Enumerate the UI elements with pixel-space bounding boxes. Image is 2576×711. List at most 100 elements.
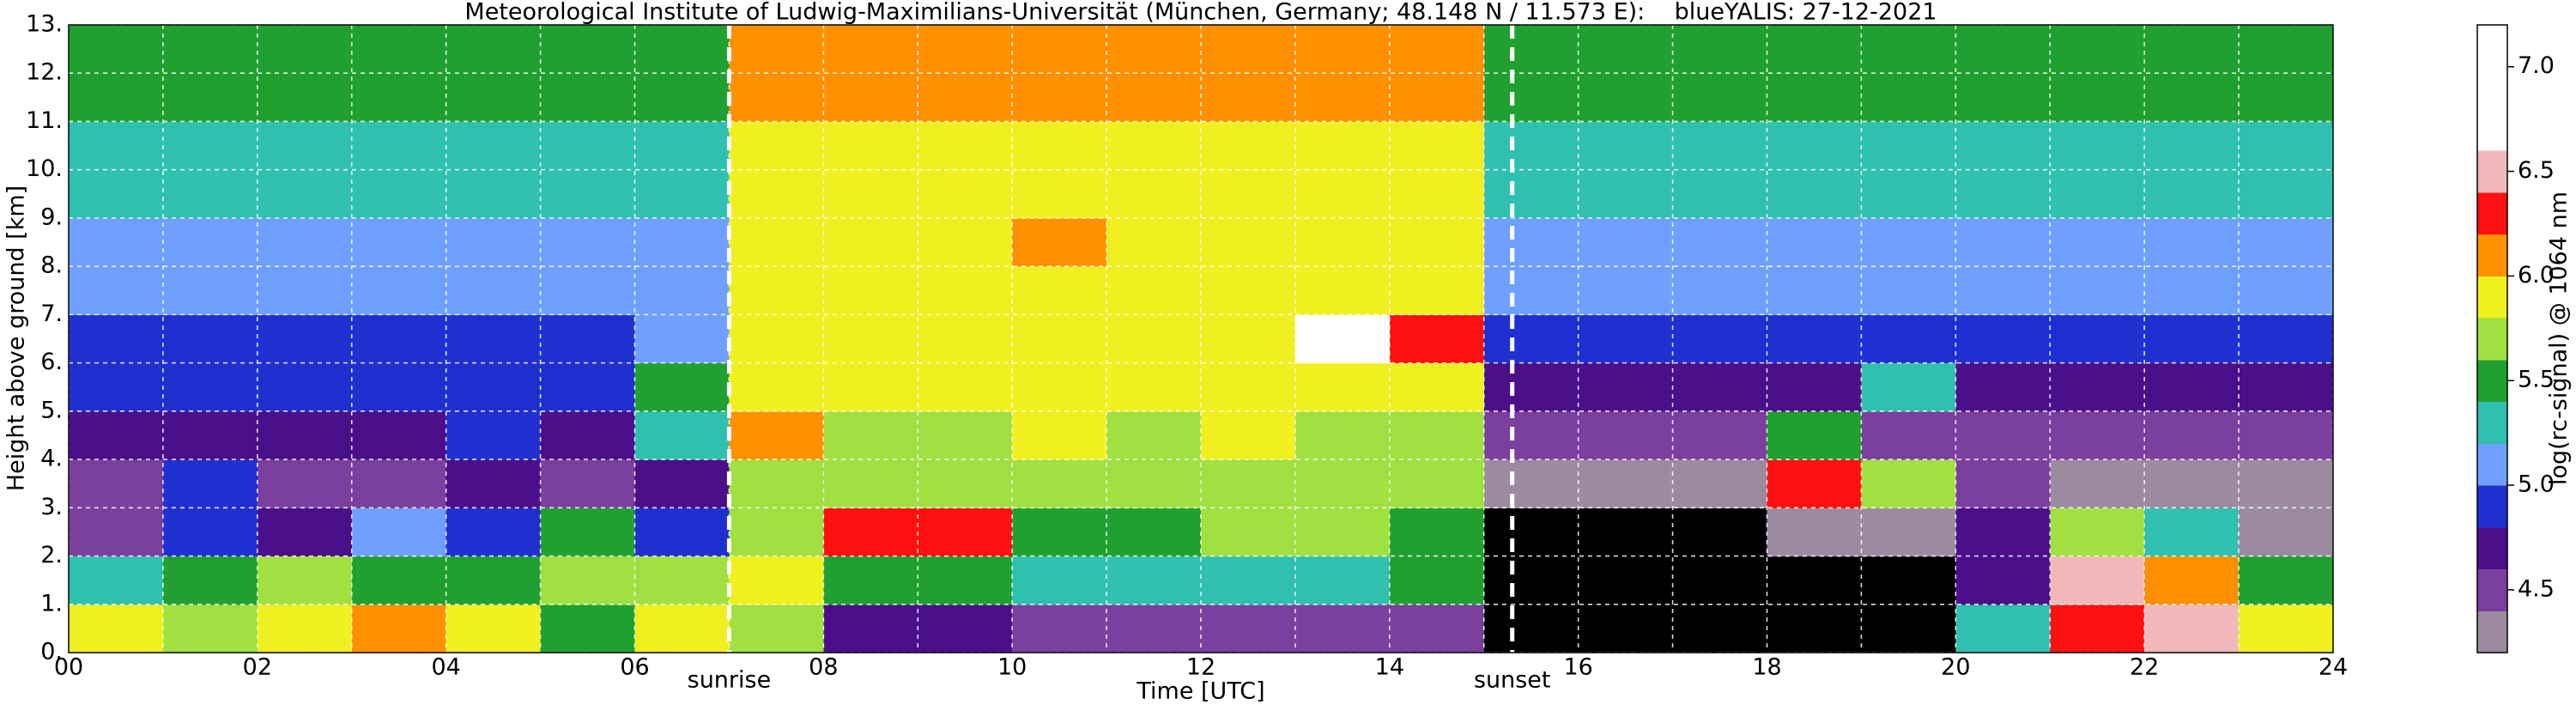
colorbar-band xyxy=(2477,150,2507,193)
heatmap-cell xyxy=(1767,25,1862,74)
heatmap-cell xyxy=(2239,25,2334,74)
heatmap-cell xyxy=(445,507,542,557)
heatmap-cell xyxy=(1861,604,1956,653)
heatmap-cell xyxy=(1483,266,1579,315)
x-tick-label: 22 xyxy=(2130,654,2159,681)
heatmap-cell xyxy=(729,25,824,74)
heatmap-cell xyxy=(1578,25,1674,74)
heatmap-cell xyxy=(1578,362,1674,412)
heatmap-cell xyxy=(634,410,730,460)
heatmap-cell xyxy=(1767,362,1862,412)
heatmap-cell xyxy=(1483,217,1579,267)
heatmap-cell xyxy=(1483,121,1579,171)
x-tick-label: 04 xyxy=(431,654,460,681)
heatmap-cell xyxy=(823,604,918,653)
heatmap-cell xyxy=(540,73,635,122)
heatmap-cell xyxy=(540,25,635,74)
heatmap-cell xyxy=(2050,362,2145,412)
x-tick-label: 20 xyxy=(1941,654,1970,681)
heatmap-cell xyxy=(2144,410,2240,460)
heatmap-cell xyxy=(1389,25,1485,74)
heatmap-cell xyxy=(1483,169,1579,219)
heatmap-cell xyxy=(162,362,258,412)
heatmap-cell xyxy=(1955,169,2051,219)
colorbar-tick-label: 4.5 xyxy=(2518,575,2555,602)
plot-frame xyxy=(68,24,2334,653)
heatmap-cell xyxy=(1106,169,1202,219)
heatmap-cell xyxy=(257,121,353,171)
heatmap-cell xyxy=(445,314,542,364)
heatmap-cell xyxy=(1012,362,1107,412)
x-tick-label: 10 xyxy=(997,654,1027,681)
heatmap-cell xyxy=(2239,217,2334,267)
heatmap-cell xyxy=(1672,121,1767,171)
y-tick-label: 1. xyxy=(40,590,63,617)
colorbar-tick-label: 6.5 xyxy=(2518,157,2555,184)
colorbar-tick-label: 5.5 xyxy=(2518,367,2555,393)
heatmap-cell xyxy=(2144,556,2240,605)
heatmap-cell xyxy=(162,556,258,605)
heatmap-cell xyxy=(1578,169,1674,219)
heatmap-cell xyxy=(2050,314,2145,364)
heatmap-cell xyxy=(1955,410,2051,460)
heatmap-cell xyxy=(918,25,1013,74)
heatmap-cell xyxy=(823,410,918,460)
heatmap-cell xyxy=(540,217,635,267)
heatmap-cell xyxy=(1861,169,1956,219)
x-tick-label: 24 xyxy=(2318,654,2348,681)
heatmap-cell xyxy=(1767,604,1862,653)
heatmap-cell xyxy=(2239,121,2334,171)
heatmap-cell xyxy=(445,121,542,171)
heatmap-cell xyxy=(1483,604,1579,653)
heatmap-cell xyxy=(823,556,918,605)
colorbar-band xyxy=(2477,276,2507,319)
heatmap-cell xyxy=(540,121,635,171)
x-tick-label: 02 xyxy=(243,654,272,681)
heatmap-cell xyxy=(729,362,824,412)
heatmap-cell xyxy=(1767,507,1862,557)
heatmap-cell xyxy=(1767,217,1862,267)
heatmap-cell xyxy=(1672,25,1767,74)
heatmap-cell xyxy=(1012,266,1107,315)
heatmap-cell xyxy=(1767,314,1862,364)
heatmap-cell xyxy=(634,556,730,605)
heatmap-cell xyxy=(918,556,1013,605)
heatmap-cell xyxy=(1106,314,1202,364)
y-tick-label: 13. xyxy=(26,11,63,38)
y-tick-label: 6. xyxy=(40,349,63,375)
colorbar-tick-label: 5.0 xyxy=(2518,471,2555,498)
heatmap-cell xyxy=(1106,25,1202,74)
heatmap-cell xyxy=(918,121,1013,171)
heatmap-cell xyxy=(1578,459,1674,508)
y-tick-label: 5. xyxy=(40,397,63,423)
heatmap-cell xyxy=(1012,507,1107,557)
heatmap-cell xyxy=(634,362,730,412)
colorbar-band xyxy=(2477,401,2507,444)
heatmap-cell xyxy=(1767,410,1862,460)
heatmap-cell xyxy=(1578,507,1674,557)
heatmap-cell xyxy=(445,410,542,460)
colorbar-band xyxy=(2477,443,2507,486)
heatmap-cell xyxy=(1294,556,1391,605)
heatmap-cell xyxy=(1012,121,1107,171)
heatmap-cell xyxy=(2239,507,2334,557)
heatmap-cell xyxy=(1861,73,1956,122)
heatmap-cell xyxy=(1861,507,1956,557)
heatmap-cell xyxy=(257,25,353,74)
heatmap-cell xyxy=(823,266,918,315)
heatmap-cell xyxy=(2239,73,2334,122)
heatmap-cell xyxy=(1106,73,1202,122)
heatmap-cell xyxy=(823,507,918,557)
heatmap-cell xyxy=(162,507,258,557)
heatmap-cell xyxy=(540,314,635,364)
heatmap-cell xyxy=(351,25,447,74)
heatmap-cell xyxy=(1767,121,1862,171)
heatmap-cell xyxy=(257,410,353,460)
heatmap-cell xyxy=(634,217,730,267)
heatmap-cell xyxy=(351,507,447,557)
heatmap-cell xyxy=(1294,507,1391,557)
heatmap-cell xyxy=(1294,266,1391,315)
heatmap-cell xyxy=(351,121,447,171)
heatmap-cell xyxy=(257,459,353,508)
y-tick-label: 9. xyxy=(40,204,63,230)
